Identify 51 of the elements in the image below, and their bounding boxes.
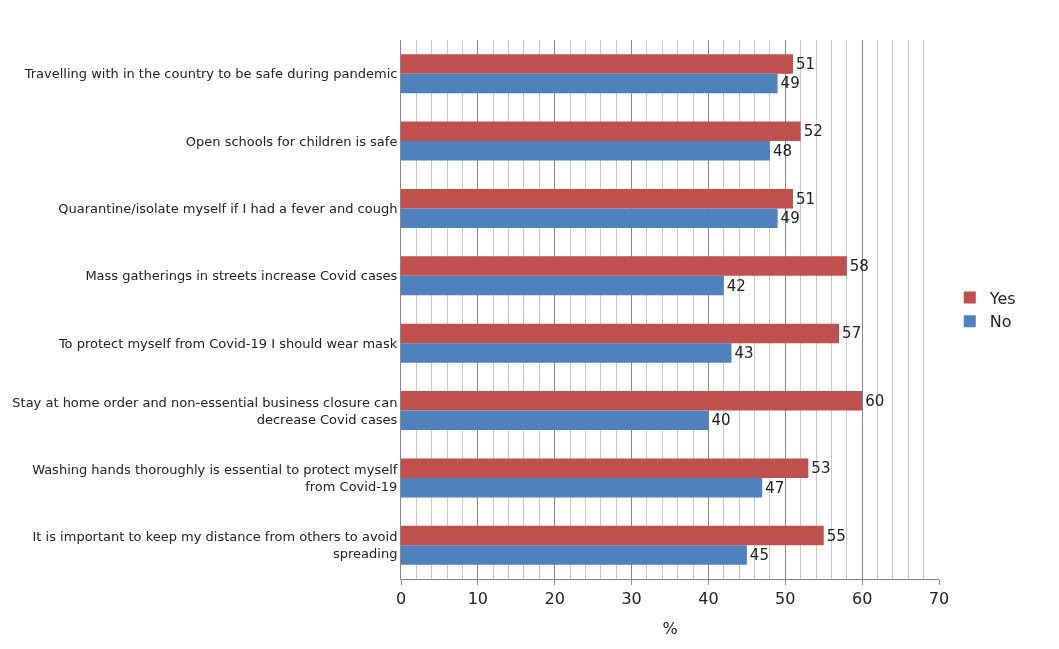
bar xyxy=(401,525,824,546)
data-label: 47 xyxy=(765,478,785,497)
data-label: 49 xyxy=(780,74,800,93)
bar xyxy=(401,477,763,498)
data-label: 48 xyxy=(772,141,792,160)
data-label: 51 xyxy=(795,189,816,208)
data-label: 45 xyxy=(749,546,769,565)
bar xyxy=(401,323,840,344)
x-tick-label: 60 xyxy=(851,589,873,609)
y-tick-label: Mass gatherings in streets increase Covid cases xyxy=(85,268,398,284)
x-tick-label: 30 xyxy=(621,589,642,609)
legend-label: No xyxy=(989,312,1012,332)
data-label: 57 xyxy=(842,324,862,343)
bar xyxy=(401,188,793,209)
y-tick-label: It is important to keep my distance from others to avoid spreading xyxy=(32,529,398,562)
y-tick-label: Travelling with in the country to be safe during pandemic xyxy=(23,66,398,82)
y-tick-label: Open schools for children is safe xyxy=(185,133,398,149)
data-label: 52 xyxy=(803,122,823,141)
bar xyxy=(401,256,847,276)
y-tick-label: Stay at home order and non-essential business closure can decrease Covid cases xyxy=(12,394,398,427)
x-tick-label: 20 xyxy=(544,589,565,609)
bar xyxy=(401,54,793,74)
bar xyxy=(401,73,778,94)
x-tick-label: 0 xyxy=(395,589,407,609)
legend-label: Yes xyxy=(988,288,1016,308)
y-tick-label: To protect myself from Covid-19 I should wear mask xyxy=(57,335,398,351)
data-label: 58 xyxy=(849,257,869,276)
bar xyxy=(401,410,709,431)
bar xyxy=(401,391,863,411)
x-axis-title: % xyxy=(662,618,678,638)
x-tick-label: 70 xyxy=(928,589,950,609)
x-tick-label: 40 xyxy=(698,589,719,609)
bar xyxy=(401,545,747,565)
x-tick-label: 50 xyxy=(775,589,796,609)
bar xyxy=(401,121,801,142)
bar xyxy=(401,141,770,161)
y-tick-label: Quarantine/isolate myself if I had a fever and cough xyxy=(58,200,398,216)
data-label: 40 xyxy=(711,411,731,430)
bar xyxy=(401,458,809,478)
data-label: 60 xyxy=(865,391,885,410)
y-tick-label: Washing hands thoroughly is essential to protect myself from Covid-19 xyxy=(32,462,398,494)
bar xyxy=(401,343,732,363)
bar xyxy=(401,208,778,228)
data-label: 55 xyxy=(826,526,846,545)
data-label: 43 xyxy=(734,343,754,362)
bar xyxy=(401,275,724,296)
data-label: 51 xyxy=(795,54,816,73)
data-label: 53 xyxy=(811,459,831,478)
x-tick-label: 10 xyxy=(467,589,489,609)
data-label: 42 xyxy=(726,276,746,295)
data-label: 49 xyxy=(780,209,800,228)
